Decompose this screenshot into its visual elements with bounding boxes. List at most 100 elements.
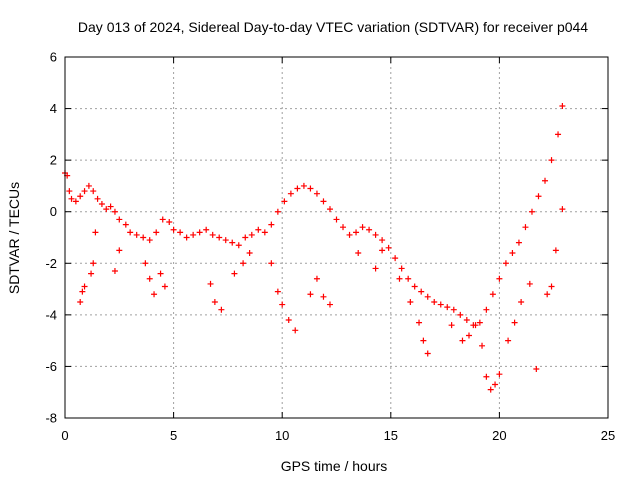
- x-axis-label: GPS time / hours: [281, 458, 388, 474]
- data-point: [203, 226, 210, 233]
- grid-lines: [65, 57, 608, 418]
- data-point: [424, 350, 431, 357]
- data-point: [518, 298, 525, 305]
- data-point: [159, 216, 166, 223]
- data-point: [407, 298, 414, 305]
- data-point: [240, 260, 247, 267]
- data-point: [483, 373, 490, 380]
- data-point: [320, 293, 327, 300]
- series-SDTVAR-excursions: [77, 206, 566, 393]
- x-tick-label: 20: [492, 428, 506, 443]
- data-point: [418, 288, 425, 295]
- data-point: [142, 260, 149, 267]
- data-point: [279, 301, 286, 308]
- data-point: [353, 229, 360, 236]
- data-point: [183, 234, 190, 241]
- data-point: [496, 275, 503, 282]
- data-point: [326, 301, 333, 308]
- data-point: [320, 198, 327, 205]
- plot-frame: [64, 56, 609, 419]
- data-point: [555, 131, 562, 138]
- data-point: [385, 244, 392, 251]
- data-point: [116, 247, 123, 254]
- data-point: [235, 242, 242, 249]
- y-tick-label: -6: [45, 359, 57, 374]
- data-point: [509, 249, 516, 256]
- data-point: [405, 275, 412, 282]
- data-point: [465, 332, 472, 339]
- chart-title: Day 013 of 2024, Sidereal Day-to-day VTE…: [78, 19, 588, 35]
- data-point: [346, 231, 353, 238]
- data-point: [94, 195, 101, 202]
- data-point: [292, 327, 299, 334]
- data-point: [392, 255, 399, 262]
- data-point: [103, 206, 110, 213]
- data-point: [472, 322, 479, 329]
- data-point: [542, 177, 549, 184]
- data-point: [424, 293, 431, 300]
- data-point: [268, 260, 275, 267]
- data-point: [355, 249, 362, 256]
- y-tick-label: 6: [50, 50, 57, 65]
- data-point: [411, 283, 418, 290]
- data-point: [505, 337, 512, 344]
- data-point: [88, 270, 95, 277]
- x-tick-label: 25: [601, 428, 615, 443]
- data-point: [313, 190, 320, 197]
- data-point: [261, 229, 268, 236]
- data-point: [146, 275, 153, 282]
- data-point: [77, 193, 84, 200]
- data-point: [274, 288, 281, 295]
- data-point: [372, 231, 379, 238]
- data-point: [476, 319, 483, 326]
- data-point: [90, 188, 97, 195]
- data-point: [300, 182, 307, 189]
- data-point: [211, 298, 218, 305]
- y-tick-label: 4: [50, 101, 57, 116]
- data-point: [526, 280, 533, 287]
- y-tick-label: 0: [50, 204, 57, 219]
- data-point: [207, 280, 214, 287]
- data-point: [216, 234, 223, 241]
- data-point: [85, 182, 92, 189]
- data-point: [229, 239, 236, 246]
- data-point: [79, 288, 86, 295]
- data-point: [294, 185, 301, 192]
- data-point: [522, 224, 529, 231]
- data-point: [431, 298, 438, 305]
- data-point: [151, 291, 158, 298]
- data-point: [326, 206, 333, 213]
- data-point: [107, 203, 114, 210]
- data-point: [492, 381, 499, 388]
- data-point: [366, 226, 373, 233]
- data-point: [170, 226, 177, 233]
- data-point: [559, 102, 566, 109]
- data-point: [313, 275, 320, 282]
- y-tick-label: -2: [45, 256, 57, 271]
- data-point: [379, 237, 386, 244]
- data-point: [166, 219, 173, 226]
- data-point: [359, 224, 366, 231]
- data-point: [222, 237, 229, 244]
- x-tick-label: 0: [61, 428, 68, 443]
- data-point: [444, 304, 451, 311]
- data-point: [416, 319, 423, 326]
- data-point: [116, 216, 123, 223]
- data-point: [218, 306, 225, 313]
- data-point: [463, 317, 470, 324]
- x-tick-label: 15: [384, 428, 398, 443]
- data-point: [483, 306, 490, 313]
- data-point: [246, 249, 253, 256]
- data-point: [489, 291, 496, 298]
- data-point: [511, 319, 518, 326]
- data-point: [487, 386, 494, 393]
- data-point: [77, 298, 84, 305]
- data-point: [190, 231, 197, 238]
- data-point: [122, 221, 129, 228]
- data-point: [533, 366, 540, 373]
- data-point: [372, 265, 379, 272]
- data-point: [548, 157, 555, 164]
- data-point: [66, 188, 73, 195]
